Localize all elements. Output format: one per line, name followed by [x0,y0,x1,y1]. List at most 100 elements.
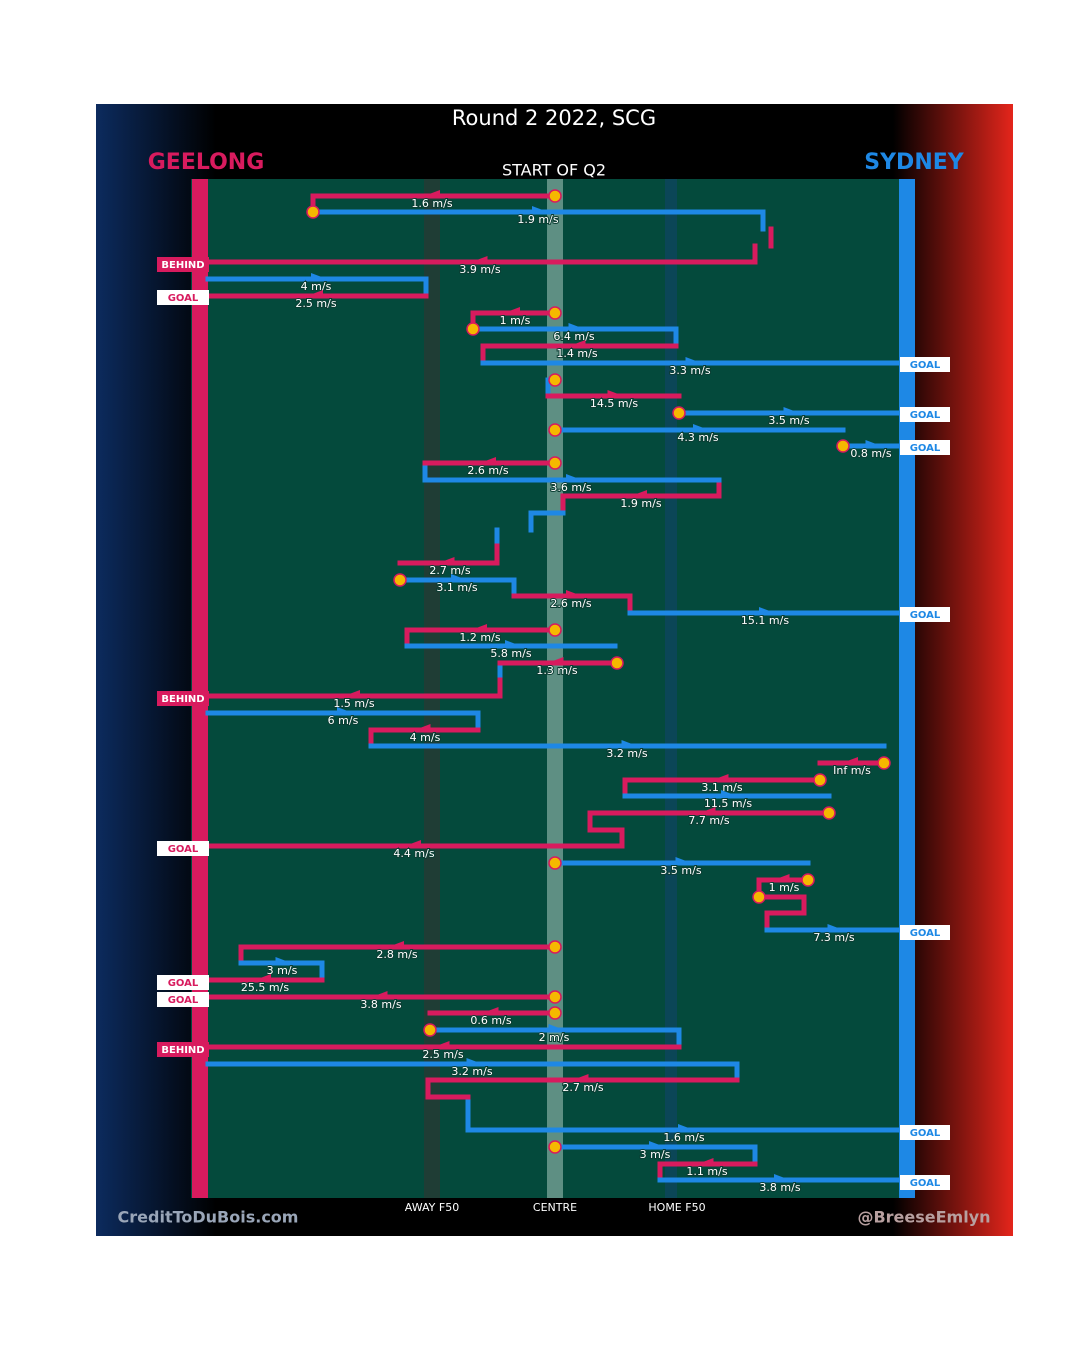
arrow [712,774,729,782]
possession-dot [306,205,320,219]
kick-label: 3.8 m/s [360,998,401,1011]
possession-dot [877,756,891,770]
kick-label: 2.6 m/s [467,464,508,477]
outcome-box [157,1042,209,1057]
arrow [842,757,858,765]
kick-label: 3.8 m/s [759,1181,800,1194]
arrow [865,440,882,448]
kick-label: 2.7 m/s [562,1081,603,1094]
arrow [649,1141,665,1149]
outcome-label: GOAL [910,1178,941,1189]
arrow [693,424,709,432]
arrow [388,941,404,949]
kick-label: 2.8 m/s [376,948,417,961]
kick-label: Inf m/s [833,764,871,777]
outcome-label: GOAL [910,410,941,421]
arrow [759,607,775,615]
kick-label: 3 m/s [640,1148,671,1161]
possession-dot [548,856,562,870]
kick-label: 1.9 m/s [517,213,558,226]
kick-label: 4.4 m/s [393,847,434,860]
arrow [631,490,647,498]
outcome-box [157,290,209,305]
outcome-label: GOAL [168,293,199,304]
arrow [566,590,582,598]
kick-label: 3.6 m/s [550,481,591,494]
outcome-box [900,440,950,455]
outcome-label: GOAL [910,928,941,939]
outcome-label: GOAL [910,1128,941,1139]
kick-label: 7.3 m/s [813,931,854,944]
kick-label: 3.5 m/s [768,414,809,427]
kick-label: 1.4 m/s [556,347,597,360]
kick-label: 2 m/s [539,1031,570,1044]
arrow [424,190,440,198]
kick-label: 0.8 m/s [850,447,891,460]
possession-dot [548,423,562,437]
arrow [773,874,790,882]
arrow [505,640,521,648]
kick-label: 1.6 m/s [663,1131,704,1144]
arrow [783,407,800,415]
arrow [480,457,496,465]
arrow [572,1074,589,1082]
kick-label: 3.5 m/s [660,864,701,877]
possession-dot [548,1140,562,1154]
kick-label: 3.1 m/s [436,581,477,594]
arrow [482,1007,499,1015]
kick-label: 3 m/s [267,964,298,977]
possession-dot [548,456,562,470]
outcome-box [900,607,950,622]
arrow [471,256,488,264]
arrow [675,857,692,865]
arrow [548,1024,565,1032]
outcome-box [157,975,209,990]
arrow [311,273,327,281]
outcome-box [900,925,950,940]
kick-label: 1.9 m/s [620,497,661,510]
possession-dot [752,890,766,904]
possession-dot [822,806,836,820]
kick-label: 1 m/s [769,881,800,894]
kick-label: 0.6 m/s [470,1014,511,1027]
arrow [466,1058,483,1066]
arrow [566,474,582,482]
outcome-box [157,691,209,706]
outcome-box [157,841,209,856]
possession-dot [466,322,480,336]
possession-dot [548,990,562,1004]
kick-label: 1.2 m/s [459,631,500,644]
arrow [569,340,586,348]
outcome-box [157,257,209,272]
away-f50-line [424,179,440,1198]
arrow [621,740,638,748]
possession-dot [393,573,407,587]
kick-label: 2.5 m/s [422,1048,463,1061]
arrow [547,657,564,665]
kick-label: 1.1 m/s [686,1165,727,1178]
kick-label: 1 m/s [500,314,531,327]
outcome-box [157,992,209,1007]
outcome-label: BEHIND [161,260,204,271]
kick-label: 4.3 m/s [677,431,718,444]
arrow [255,974,271,982]
possession-dot [548,1006,562,1020]
arrow [774,1174,790,1182]
arrow [471,624,487,632]
right-goal-line [899,179,915,1198]
kick-label: 6.4 m/s [553,330,594,343]
arrow [275,957,292,965]
arrow [438,557,455,565]
outcome-label: GOAL [168,995,199,1006]
right-team: SYDNEY [864,150,964,175]
arrow [699,807,716,815]
field-label: AWAY F50 [405,1201,459,1214]
arrow [337,707,353,715]
kick-label: 2.6 m/s [550,597,591,610]
outcome-label: BEHIND [161,1045,204,1056]
possession-dot [548,189,562,203]
outcome-box [900,407,950,422]
arrow [344,690,360,698]
field-label: CENTRE [533,1201,577,1214]
